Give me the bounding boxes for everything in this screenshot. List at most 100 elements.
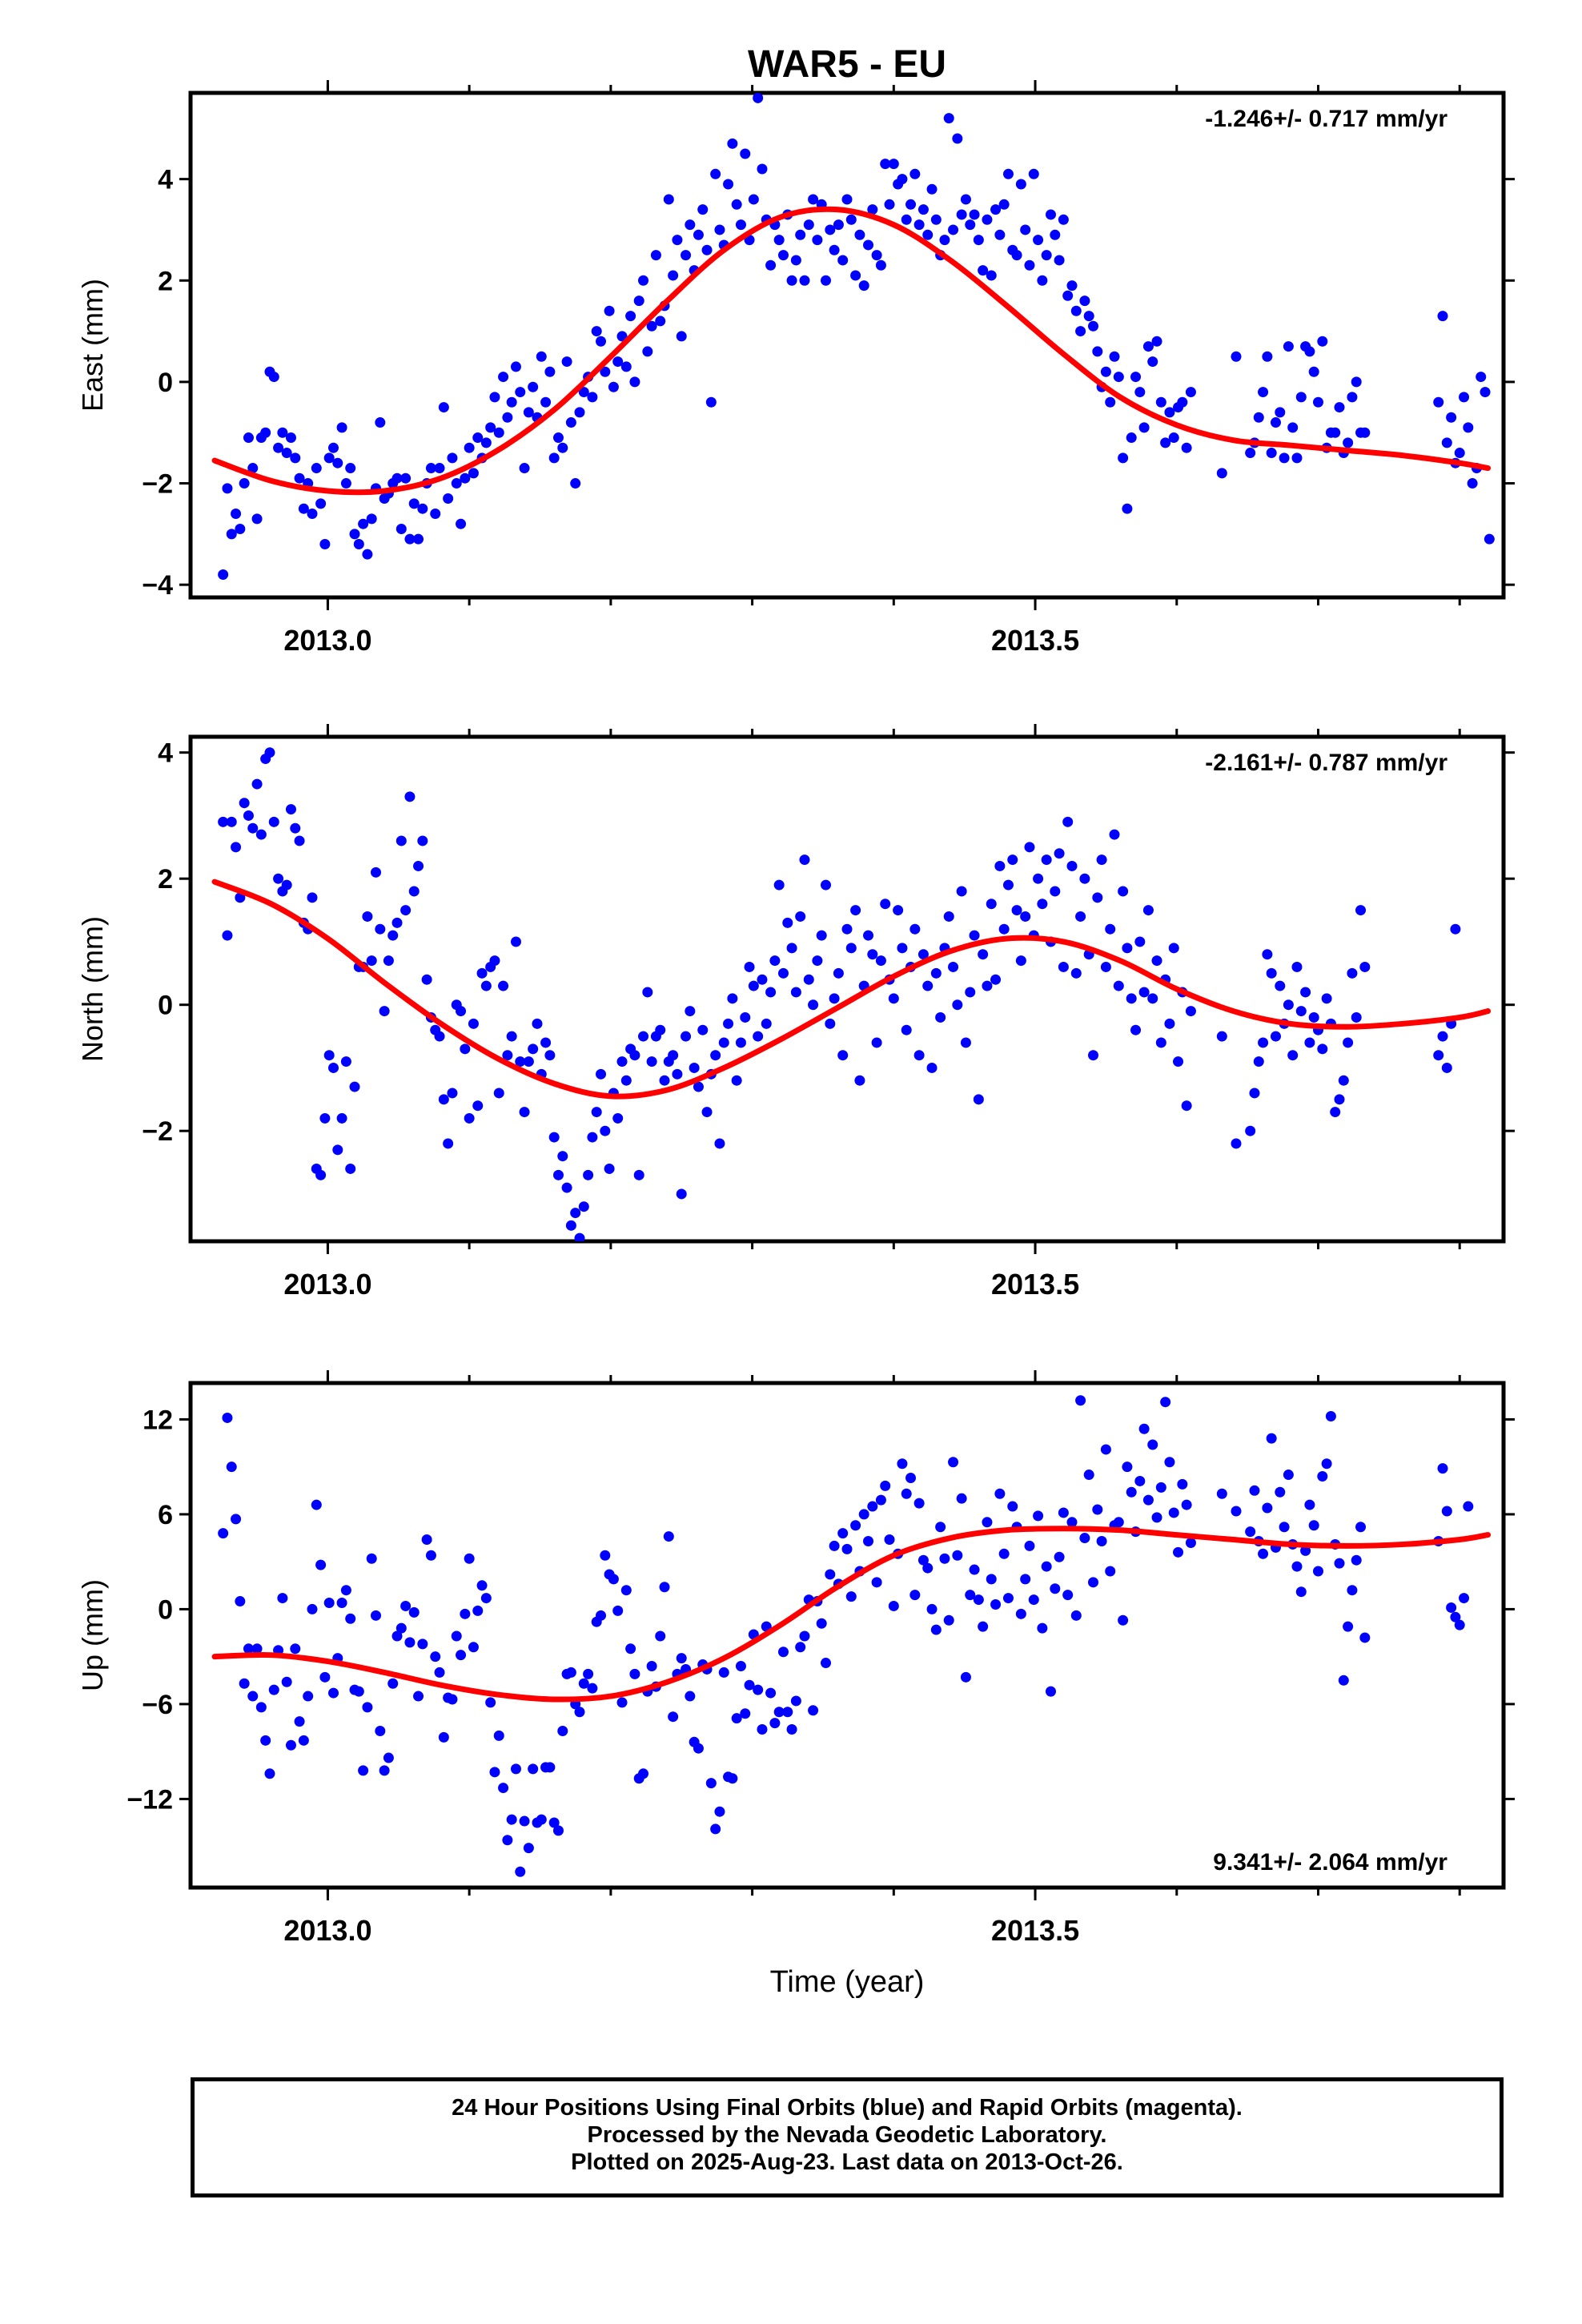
- data-point: [850, 905, 861, 916]
- data-point: [1122, 503, 1133, 514]
- data-point: [926, 1062, 938, 1073]
- data-point: [731, 1075, 742, 1086]
- data-point: [1467, 478, 1478, 489]
- y-tick-label: 12: [143, 1405, 173, 1435]
- y-tick-label: 2: [158, 266, 173, 296]
- data-point: [1096, 1535, 1107, 1546]
- data-point: [1066, 280, 1078, 292]
- data-point: [583, 1169, 594, 1180]
- data-point: [247, 1691, 259, 1702]
- data-point: [1015, 179, 1026, 190]
- data-point: [565, 1220, 576, 1231]
- data-point: [668, 1050, 679, 1061]
- data-point: [735, 1661, 746, 1672]
- data-point: [434, 1667, 445, 1678]
- data-point: [1033, 1510, 1044, 1522]
- data-point: [1262, 351, 1273, 362]
- panel-0: −4 −2 0 2 4 2013.0 2013.5 East (mm) -1.246+/- 0.…: [76, 80, 1515, 657]
- data-point: [867, 1501, 878, 1512]
- data-point: [718, 1037, 729, 1048]
- data-point: [965, 219, 976, 231]
- data-point: [532, 1018, 543, 1029]
- data-point: [897, 174, 908, 185]
- data-point: [845, 214, 857, 225]
- data-point: [1304, 1499, 1315, 1510]
- data-point: [1312, 1566, 1323, 1577]
- data-point: [523, 1056, 534, 1068]
- data-point: [646, 1661, 657, 1672]
- data-point: [1054, 848, 1065, 859]
- x-tick-label: 2013.0: [283, 1268, 371, 1301]
- data-point: [884, 199, 895, 210]
- data-point: [1317, 1471, 1328, 1482]
- data-point: [307, 892, 318, 903]
- data-point: [1270, 417, 1281, 428]
- data-point: [231, 509, 242, 520]
- data-point: [930, 214, 942, 225]
- data-point: [620, 361, 632, 372]
- data-point: [808, 1705, 819, 1716]
- data-point: [620, 1585, 632, 1596]
- data-point: [239, 478, 250, 489]
- data-point: [705, 396, 717, 408]
- data-point: [430, 1651, 441, 1663]
- data-point: [994, 1488, 1006, 1499]
- data-point: [638, 1031, 649, 1042]
- data-point: [1054, 1551, 1065, 1562]
- data-point: [476, 967, 488, 979]
- data-point: [404, 1637, 416, 1648]
- data-point: [574, 1232, 585, 1241]
- data-point: [642, 987, 653, 998]
- data-point: [596, 1068, 606, 1080]
- data-point: [1151, 955, 1162, 967]
- data-point: [913, 1498, 925, 1509]
- data-point: [740, 1708, 751, 1719]
- data-point: [375, 1725, 386, 1736]
- data-point: [1185, 387, 1196, 398]
- data-point: [307, 509, 318, 520]
- data-point: [1062, 816, 1074, 827]
- data-point: [990, 974, 1002, 985]
- data-point: [371, 866, 382, 878]
- data-point: [417, 835, 428, 846]
- data-point: [1066, 860, 1078, 871]
- data-point: [519, 463, 530, 474]
- data-point: [400, 472, 412, 484]
- data-point: [748, 980, 759, 991]
- data-point: [735, 1037, 746, 1048]
- data-point: [875, 955, 886, 967]
- data-point: [1300, 987, 1311, 998]
- data-point: [765, 987, 777, 998]
- data-point: [1480, 0, 1491, 6]
- data-point: [841, 1543, 853, 1554]
- data-point: [731, 1713, 742, 1724]
- data-point: [965, 987, 976, 998]
- data-point: [638, 275, 649, 286]
- data-point: [701, 244, 713, 255]
- data-layer: [211, 93, 1495, 581]
- data-point: [218, 569, 229, 581]
- data-point: [1075, 911, 1086, 922]
- data-point: [510, 1763, 521, 1775]
- data-point: [268, 1684, 279, 1695]
- data-point: [1454, 1619, 1465, 1630]
- data-point: [1177, 1478, 1188, 1490]
- data-point: [1459, 392, 1470, 403]
- data-point: [447, 452, 458, 464]
- data-point: [1118, 452, 1129, 464]
- data-point: [753, 93, 764, 103]
- data-point: [1037, 275, 1048, 286]
- data-point: [604, 305, 615, 316]
- data-point: [829, 244, 840, 255]
- footer-line-3: Plotted on 2025-Aug-23. Last data on 201…: [571, 2149, 1123, 2175]
- data-point: [502, 412, 513, 423]
- data-point: [336, 1598, 347, 1609]
- data-point: [909, 168, 921, 179]
- data-point: [1455, 0, 1465, 6]
- data-point: [226, 529, 237, 540]
- data-point: [1160, 1397, 1171, 1408]
- data-point: [1334, 1094, 1345, 1105]
- data-point: [260, 427, 271, 438]
- data-point: [1258, 387, 1269, 398]
